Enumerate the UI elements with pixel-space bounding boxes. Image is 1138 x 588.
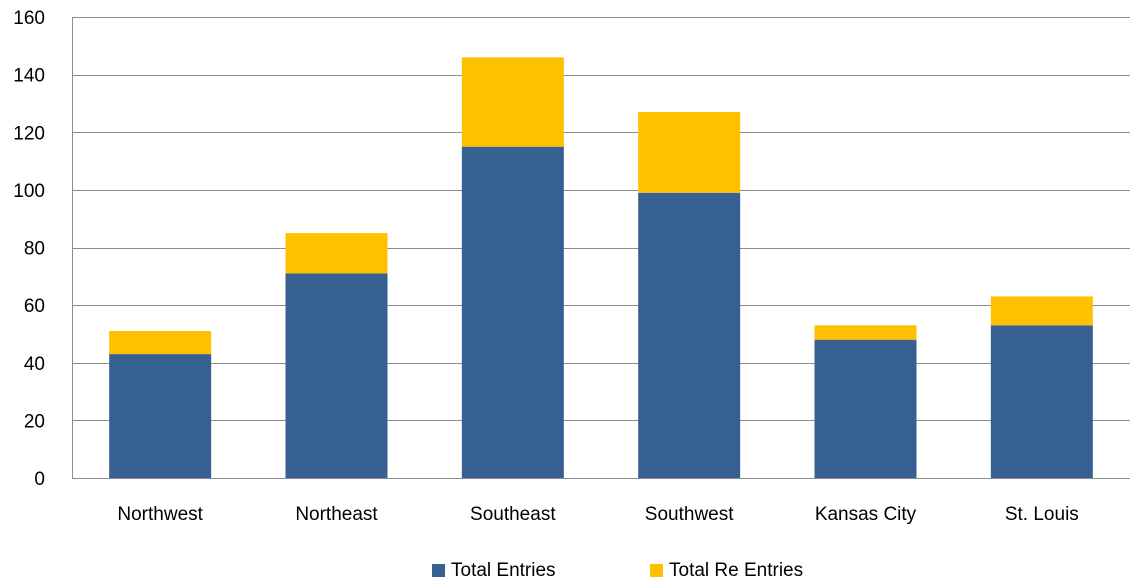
y-tick-label: 120 (13, 123, 45, 144)
x-tick-label: Southeast (470, 504, 556, 525)
bar-segment-total-entries (285, 273, 388, 478)
bar-segment-total-entries (814, 339, 917, 478)
bar-segment-total-entries (990, 325, 1093, 478)
bar-segment-total-re-entries (638, 112, 741, 193)
bar-segment-total-re-entries (814, 325, 917, 340)
x-tick-label: Southwest (645, 504, 734, 525)
legend: Total Entries Total Re Entries (432, 560, 803, 581)
y-tick-label: 20 (24, 411, 45, 432)
legend-swatch (432, 564, 445, 577)
y-tick-label: 60 (24, 296, 45, 317)
y-tick-label: 40 (24, 354, 45, 375)
x-tick-label: Northwest (117, 504, 203, 525)
y-tick-label: 140 (13, 66, 45, 87)
bar-segment-total-re-entries (990, 296, 1093, 326)
bar-segment-total-re-entries (461, 57, 564, 147)
x-tick-label: Kansas City (815, 504, 917, 525)
bar-segment-total-entries (109, 354, 212, 478)
legend-swatch (650, 564, 663, 577)
bar-segment-total-entries (638, 192, 741, 478)
gridlines (72, 17, 1130, 479)
y-tick-label: 0 (34, 469, 45, 490)
y-tick-label: 100 (13, 181, 45, 202)
x-tick-label: Northeast (295, 504, 378, 525)
x-axis: Northwest Northeast Southeast Southwest Kans… (72, 478, 1130, 525)
legend-label: Total Entries (451, 560, 556, 581)
legend-label: Total Re Entries (669, 560, 803, 581)
y-axis: 0 20 40 60 80 100 120 140 160 (13, 8, 73, 490)
bar-segment-total-re-entries (285, 233, 388, 274)
y-tick-label: 80 (24, 239, 45, 260)
y-tick-label: 160 (13, 8, 45, 29)
bar-segment-total-re-entries (109, 331, 212, 355)
bars (109, 57, 1093, 478)
bar-segment-total-entries (461, 146, 564, 478)
x-tick-label: St. Louis (1005, 504, 1079, 525)
